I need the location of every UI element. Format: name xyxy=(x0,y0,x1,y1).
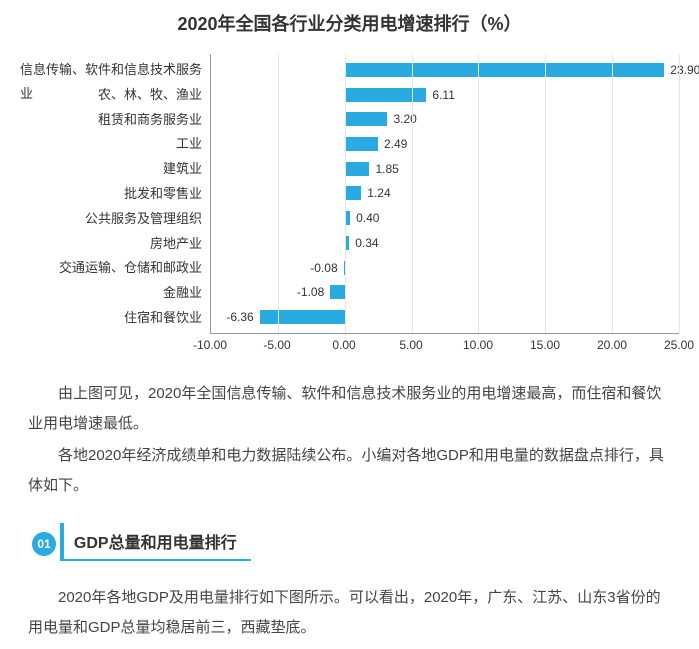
bar-value-label: 23.90 xyxy=(670,63,699,77)
y-axis-label: 住宿和餐饮业 xyxy=(124,306,202,330)
chart-y-axis-labels: 信息传输、软件和信息技术服务业农、林、牧、渔业租赁和商务服务业工业建筑业批发和零… xyxy=(20,54,210,334)
y-axis-label: 批发和零售业 xyxy=(124,182,202,206)
y-axis-label: 信息传输、软件和信息技术服务业 xyxy=(20,58,202,82)
bar-value-label: -6.36 xyxy=(226,310,253,324)
bar xyxy=(345,112,388,126)
bar-row: 3.20 xyxy=(211,107,679,131)
x-axis-tick-label: 10.00 xyxy=(463,338,493,352)
body-text-block-2: 2020年各地GDP及用电量排行如下图所示。可以看出，2020年，广东、江苏、山… xyxy=(0,571,699,649)
bar xyxy=(345,162,370,176)
bar-value-label: 1.85 xyxy=(375,162,398,176)
gridline xyxy=(679,54,680,333)
y-axis-label: 公共服务及管理组织 xyxy=(85,207,202,231)
bar-value-label: -0.08 xyxy=(310,261,337,275)
bar-row: 6.11 xyxy=(211,83,679,107)
section-title: GDP总量和用电量排行 xyxy=(60,523,251,561)
x-axis-tick-label: 15.00 xyxy=(530,338,560,352)
chart-container: 2020年全国各行业分类用电增速排行（%） 信息传输、软件和信息技术服务业农、林… xyxy=(0,0,699,367)
bar-row: -0.08 xyxy=(211,256,679,280)
section-header: 01 GDP总量和用电量排行 xyxy=(28,525,699,561)
chart-bars: 23.90 6.11 3.20 2.49 1.85 1.24 0.40 0.34 -0.08 -1… xyxy=(211,54,679,333)
x-axis-tick-label: 0.00 xyxy=(332,338,355,352)
bar-value-label: 3.20 xyxy=(394,112,417,126)
bar-value-label: 6.11 xyxy=(432,88,454,102)
x-axis-tick-label: -10.00 xyxy=(193,338,227,352)
x-axis-tick-label: 25.00 xyxy=(664,338,694,352)
chart-body: 信息传输、软件和信息技术服务业农、林、牧、渔业租赁和商务服务业工业建筑业批发和零… xyxy=(20,54,679,334)
chart-title: 2020年全国各行业分类用电增速排行（%） xyxy=(20,10,679,36)
bar xyxy=(345,186,362,200)
bar xyxy=(260,310,345,324)
gridline xyxy=(412,54,413,333)
y-axis-label: 交通运输、仓储和邮政业 xyxy=(59,256,202,280)
chart-plot-area: 23.90 6.11 3.20 2.49 1.85 1.24 0.40 0.34 -0.08 -1… xyxy=(210,54,679,334)
x-axis-tick-label: -5.00 xyxy=(263,338,290,352)
bar-value-label: 2.49 xyxy=(384,137,407,151)
bar-row: 1.85 xyxy=(211,157,679,181)
bar-value-label: 1.24 xyxy=(367,186,390,200)
bar-row: -1.08 xyxy=(211,280,679,304)
gridline xyxy=(545,54,546,333)
gridline xyxy=(278,54,279,333)
bar xyxy=(345,137,378,151)
bar-row: 1.24 xyxy=(211,181,679,205)
body-text-block-1: 由上图可见，2020年全国信息传输、软件和信息技术服务业的用电增速最高，而住宿和… xyxy=(0,367,699,507)
gridline xyxy=(478,54,479,333)
paragraph-3: 2020年各地GDP及用电量排行如下图所示。可以看出，2020年，广东、江苏、山… xyxy=(28,583,671,643)
bar-row: -6.36 xyxy=(211,305,679,329)
y-axis-label: 工业 xyxy=(176,132,202,156)
bar-row: 23.90 xyxy=(211,58,679,82)
bar xyxy=(330,285,344,299)
bar xyxy=(345,63,665,77)
y-axis-label: 房地产业 xyxy=(150,232,202,256)
bar-row: 2.49 xyxy=(211,132,679,156)
x-axis-tick-label: 20.00 xyxy=(597,338,627,352)
x-axis-tick-label: 5.00 xyxy=(399,338,422,352)
chart-x-axis: -10.00-5.000.005.0010.0015.0020.0025.00 xyxy=(210,338,679,362)
y-axis-label: 租赁和商务服务业 xyxy=(98,108,202,132)
section-number-badge: 01 xyxy=(32,532,56,556)
bar-row: 0.34 xyxy=(211,231,679,255)
gridline xyxy=(345,54,346,333)
bar-value-label: 0.34 xyxy=(355,236,378,250)
bar xyxy=(345,88,427,102)
y-axis-label: 金融业 xyxy=(163,281,202,305)
bar-value-label: 0.40 xyxy=(356,211,379,225)
y-axis-label: 农、林、牧、渔业 xyxy=(98,83,202,107)
paragraph-1: 由上图可见，2020年全国信息传输、软件和信息技术服务业的用电增速最高，而住宿和… xyxy=(28,379,671,439)
bar-row: 0.40 xyxy=(211,206,679,230)
gridline xyxy=(612,54,613,333)
y-axis-label: 建筑业 xyxy=(163,157,202,181)
paragraph-2: 各地2020年经济成绩单和电力数据陆续公布。小编对各地GDP和用电量的数据盘点排… xyxy=(28,441,671,501)
bar-value-label: -1.08 xyxy=(297,285,324,299)
